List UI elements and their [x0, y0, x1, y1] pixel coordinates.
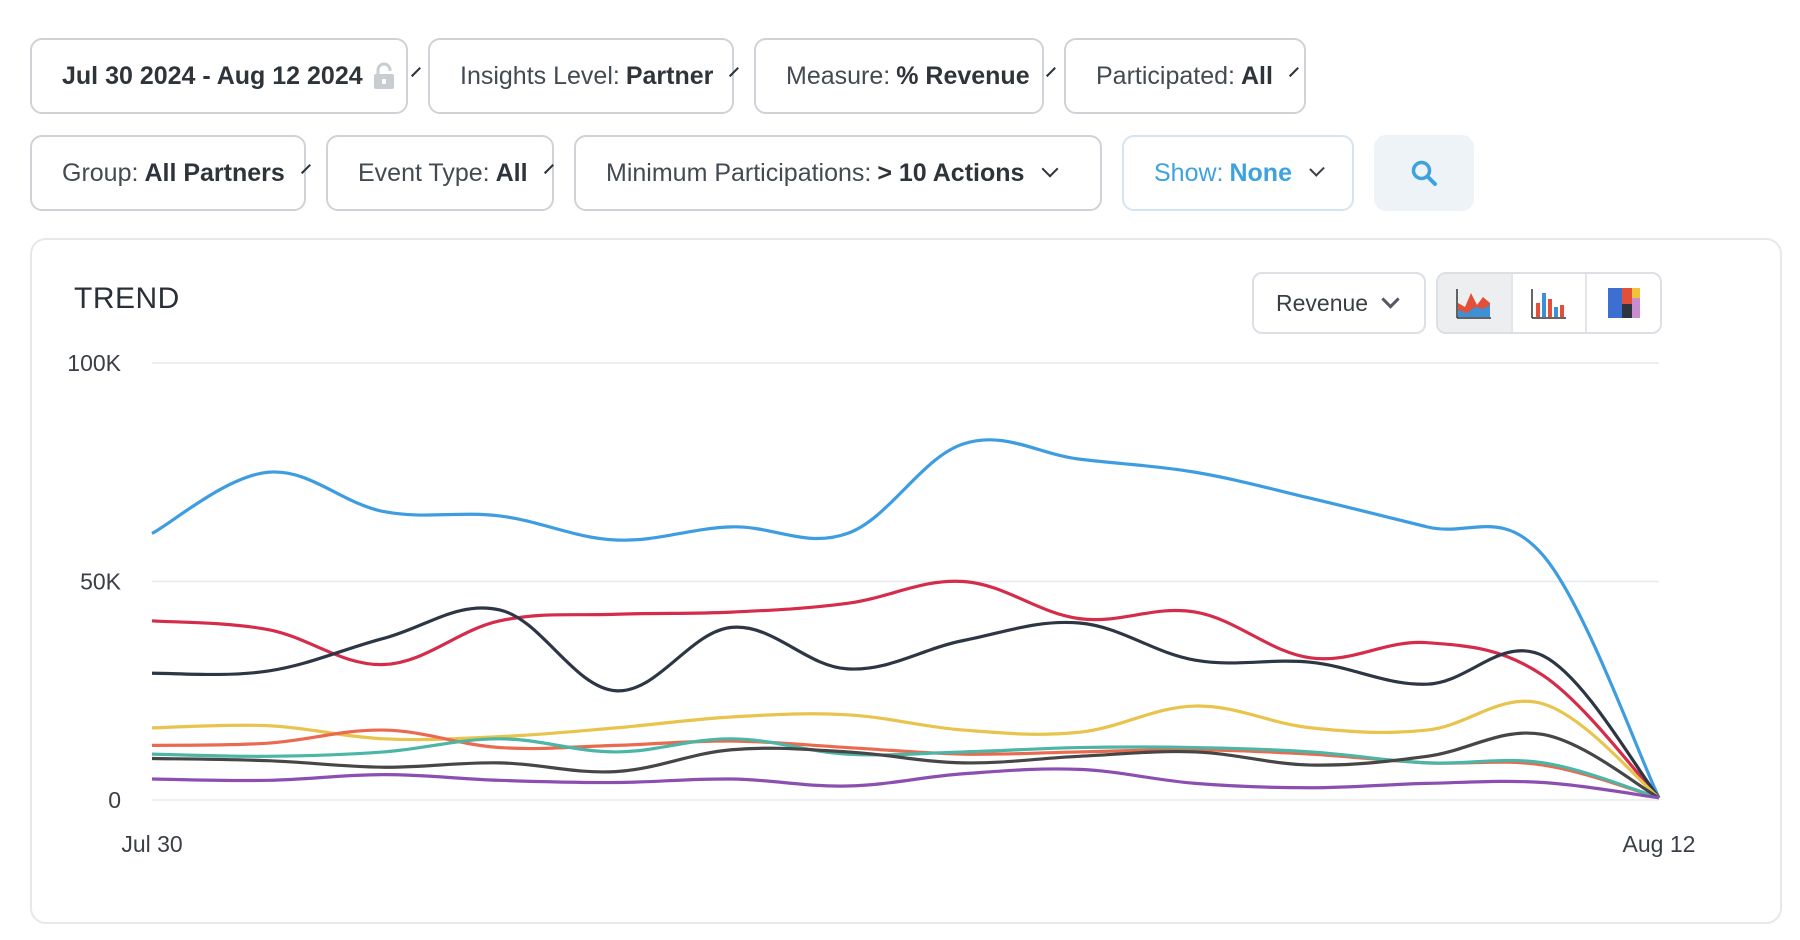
y-tick-label: 0 — [108, 787, 121, 813]
measure-label: Measure: — [786, 61, 891, 90]
minimum-participations-value: > 10 Actions — [877, 158, 1025, 187]
x-tick-label: Jul 30 — [121, 831, 182, 857]
insights-level-value: Partner — [625, 61, 714, 90]
participated-value: All — [1240, 61, 1273, 90]
search-icon — [1411, 160, 1437, 186]
group-dropdown[interactable]: Group: All Partners — [30, 135, 311, 211]
treemap-icon — [1607, 288, 1640, 318]
series-line-3[interactable] — [151, 606, 1661, 799]
y-tick-label: 100K — [67, 350, 121, 376]
x-tick-label: Aug 12 — [1623, 831, 1696, 857]
event-type-dropdown[interactable]: Event Type: All — [326, 135, 554, 211]
series-line-2[interactable] — [151, 579, 1661, 799]
event-type-label: Event Type: — [358, 158, 490, 187]
insights-level-dropdown[interactable]: Insights Level: Partner — [428, 38, 740, 114]
metric-value: Revenue — [1276, 289, 1369, 316]
date-range-dropdown[interactable]: Jul 30 2024 - Aug 12 2024 — [30, 38, 421, 114]
show-value: None — [1229, 158, 1292, 187]
treemap-view-button[interactable] — [1587, 274, 1660, 332]
show-dropdown[interactable]: Show: None — [1122, 135, 1354, 211]
series-line-1[interactable] — [151, 438, 1661, 799]
lock-open-icon — [373, 62, 395, 90]
insights-level-label: Insights Level: — [460, 61, 620, 90]
y-tick-label: 50K — [80, 569, 122, 595]
series-line-8[interactable] — [151, 767, 1660, 800]
trend-title: TREND — [74, 282, 180, 315]
group-value: All Partners — [144, 158, 285, 187]
filter-row-secondary: Group: All Partners Event Type: All Mini… — [30, 135, 1474, 211]
measure-dropdown[interactable]: Measure: % Revenue — [754, 38, 1056, 114]
minimum-participations-dropdown[interactable]: Minimum Participations: > 10 Actions — [574, 135, 1102, 211]
group-label: Group: — [62, 158, 139, 187]
area-chart-view-button[interactable] — [1438, 274, 1513, 332]
measure-value: % Revenue — [896, 61, 1030, 90]
bar-chart-view-button[interactable] — [1513, 274, 1588, 332]
series-line-4[interactable] — [151, 699, 1661, 800]
show-label: Show: — [1154, 158, 1224, 187]
chart-view-toggle — [1436, 272, 1662, 334]
participated-dropdown[interactable]: Participated: All — [1064, 38, 1306, 114]
area-chart-icon — [1456, 289, 1492, 319]
series-line-7[interactable] — [151, 731, 1660, 800]
event-type-value: All — [495, 158, 528, 187]
bar-chart-icon — [1531, 289, 1566, 319]
search-button[interactable] — [1374, 135, 1474, 211]
metric-dropdown[interactable]: Revenue — [1252, 272, 1426, 334]
series-line-6[interactable] — [151, 737, 1660, 800]
minimum-participations-label: Minimum Participations: — [606, 158, 872, 187]
date-range-value: Jul 30 2024 - Aug 12 2024 — [62, 61, 363, 90]
participated-label: Participated: — [1096, 61, 1235, 90]
filter-row-primary: Jul 30 2024 - Aug 12 2024 Insights Level… — [30, 38, 1306, 114]
